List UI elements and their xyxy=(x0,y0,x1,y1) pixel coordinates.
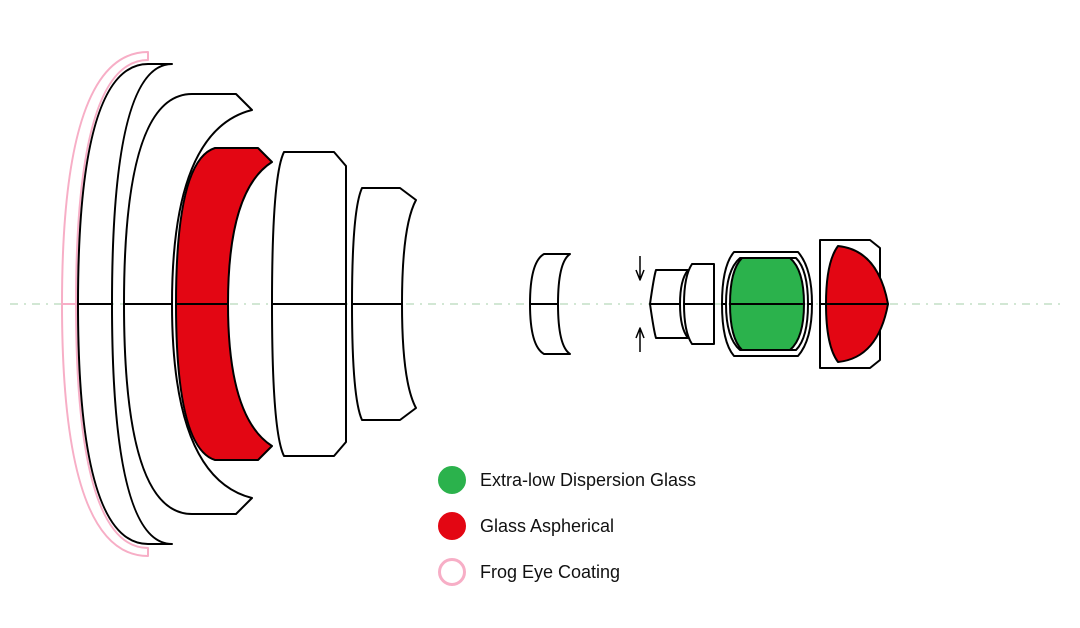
lens-diagram-stage: Extra-low Dispersion Glass Glass Aspheri… xyxy=(0,0,1080,628)
legend: Extra-low Dispersion Glass Glass Aspheri… xyxy=(438,460,696,598)
legend-row: Frog Eye Coating xyxy=(438,552,696,592)
legend-label: Frog Eye Coating xyxy=(480,562,620,583)
legend-row: Glass Aspherical xyxy=(438,506,696,546)
legend-label: Extra-low Dispersion Glass xyxy=(480,470,696,491)
legend-row: Extra-low Dispersion Glass xyxy=(438,460,696,500)
legend-swatch-coating xyxy=(438,558,466,586)
legend-label: Glass Aspherical xyxy=(480,516,614,537)
legend-swatch-ed xyxy=(438,466,466,494)
legend-swatch-aspherical xyxy=(438,512,466,540)
